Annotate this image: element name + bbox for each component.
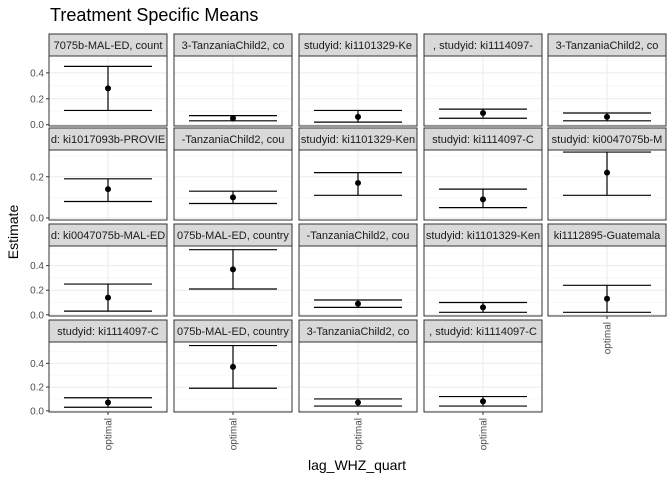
facet-panel: 3-TanzaniaChild2, co optimal [298, 319, 418, 450]
estimate-point [355, 113, 361, 120]
estimate-point [105, 85, 111, 92]
facet-panel: , studyid: ki1114097-C optimal [423, 319, 543, 450]
facet-panel: -TanzaniaChild2, cou [173, 127, 293, 221]
x-tick-label: optimal [603, 322, 614, 354]
facet-strip-label: , studyid: ki1114097-C [429, 326, 537, 338]
facet-strip-label: studyid: ki0047075b-M [552, 134, 663, 146]
y-tick-label: 0.2 [30, 94, 44, 105]
estimate-point [604, 295, 610, 302]
estimate-point [604, 169, 610, 176]
panel-border [423, 245, 543, 317]
panel-border [547, 55, 667, 127]
facet-strip-label: studyid: ki1101329-Ken [301, 134, 415, 146]
facet-panel: 3-TanzaniaChild2, co [547, 33, 667, 127]
panel-border [173, 55, 293, 127]
estimate-point [480, 398, 486, 405]
facet-panel: 075b-MAL-ED, country optimal [173, 319, 293, 450]
facet-strip-label: studyid: ki1101329-Ke [304, 40, 412, 52]
estimate-point [604, 113, 610, 120]
estimate-point [105, 399, 111, 406]
panel-border [423, 149, 543, 221]
estimate-point [230, 115, 236, 122]
panel-border [423, 55, 543, 127]
y-tick-label: 0.2 [30, 383, 44, 394]
facet-panel: studyid: ki0047075b-M [547, 127, 667, 221]
panel-border [173, 245, 293, 317]
facet-strip-label: studyid: ki1114097-C [57, 326, 159, 338]
facet-strip-label: d: ki0047075b-MAL-ED [51, 230, 165, 242]
facet-strip-label: d: ki1017093b-PROVIE [51, 134, 165, 146]
y-tick-label: 0.0 [30, 310, 44, 321]
facet-panel: -TanzaniaChild2, cou [298, 223, 418, 317]
estimate-point [480, 304, 486, 311]
x-tick-label: optimal [354, 418, 365, 450]
estimate-point [355, 179, 361, 186]
facet-panel: d: ki0047075b-MAL-ED 0.0 0.2 0.4 [30, 223, 168, 321]
facet-strip-label: 3-TanzaniaChild2, co [182, 40, 285, 52]
panel-border [48, 245, 168, 317]
panel-border [48, 149, 168, 221]
estimate-point [355, 399, 361, 406]
facet-strip-label: 075b-MAL-ED, country [177, 230, 289, 242]
y-tick-label: 0.0 [30, 213, 44, 224]
y-tick-label: 0.0 [30, 120, 44, 131]
facet-panel: ki1112895-Guatemala optimal [547, 223, 667, 354]
facet-panel: studyid: ki1101329-Ken [423, 223, 543, 317]
facet-strip-label: 7075b-MAL-ED, count [54, 40, 163, 52]
y-axis-title: Estimate [5, 205, 21, 260]
facet-panel: studyid: ki1101329-Ke [298, 33, 418, 127]
y-tick-label: 0.4 [30, 359, 44, 370]
facet-panel: 3-TanzaniaChild2, co [173, 33, 293, 127]
y-tick-label: 0.4 [30, 261, 44, 272]
estimate-point [105, 186, 111, 193]
facet-panel: studyid: ki1114097-C 0.0 0.2 0.4 optimal [30, 319, 168, 450]
x-tick-label: optimal [104, 418, 115, 450]
panel-border [298, 55, 418, 127]
facet-panel: studyid: ki1101329-Ken [298, 127, 418, 221]
estimate-point [230, 194, 236, 201]
panel-border [48, 55, 168, 127]
facet-strip-label: -TanzaniaChild2, cou [307, 230, 410, 242]
facet-panel: d: ki1017093b-PROVIE 0.0 0.2 [30, 127, 168, 224]
facet-panels: 7075b-MAL-ED, count 0.0 0.2 0.4 3-TanzaniaCh… [30, 33, 667, 450]
estimate-point [480, 196, 486, 203]
facet-panel: 7075b-MAL-ED, count 0.0 0.2 0.4 [30, 33, 168, 131]
facet-strip-label: ki1112895-Guatemala [554, 230, 661, 242]
panel-border [298, 149, 418, 221]
facet-panel: studyid: ki1114097-C [423, 127, 543, 221]
facet-strip-label: , studyid: ki1114097- [433, 40, 533, 52]
y-tick-label: 0.2 [30, 286, 44, 297]
panel-border [173, 149, 293, 221]
chart-title: Treatment Specific Means [50, 5, 258, 25]
facet-panel: 075b-MAL-ED, country [173, 223, 293, 317]
x-tick-label: optimal [229, 418, 240, 450]
estimate-point [480, 110, 486, 117]
facet-strip-label: studyid: ki1101329-Ken [426, 230, 540, 242]
facet-strip-label: 3-TanzaniaChild2, co [556, 40, 659, 52]
panel-border [298, 245, 418, 317]
estimate-point [105, 294, 111, 301]
x-tick-label: optimal [479, 418, 490, 450]
panel-border [547, 149, 667, 221]
facet-panel: , studyid: ki1114097- [423, 33, 543, 127]
facet-strip-label: -TanzaniaChild2, cou [182, 134, 285, 146]
estimate-point [230, 363, 236, 370]
y-tick-label: 0.0 [30, 406, 44, 417]
facet-strip-label: 3-TanzaniaChild2, co [307, 326, 410, 338]
facet-strip-label: studyid: ki1114097-C [432, 134, 534, 146]
estimate-point [230, 266, 236, 273]
facet-strip-label: 075b-MAL-ED, country [177, 326, 289, 338]
x-axis-title: lag_WHZ_quart [308, 457, 406, 473]
estimate-point [355, 300, 361, 307]
y-tick-label: 0.4 [30, 68, 44, 79]
y-tick-label: 0.2 [30, 172, 44, 183]
